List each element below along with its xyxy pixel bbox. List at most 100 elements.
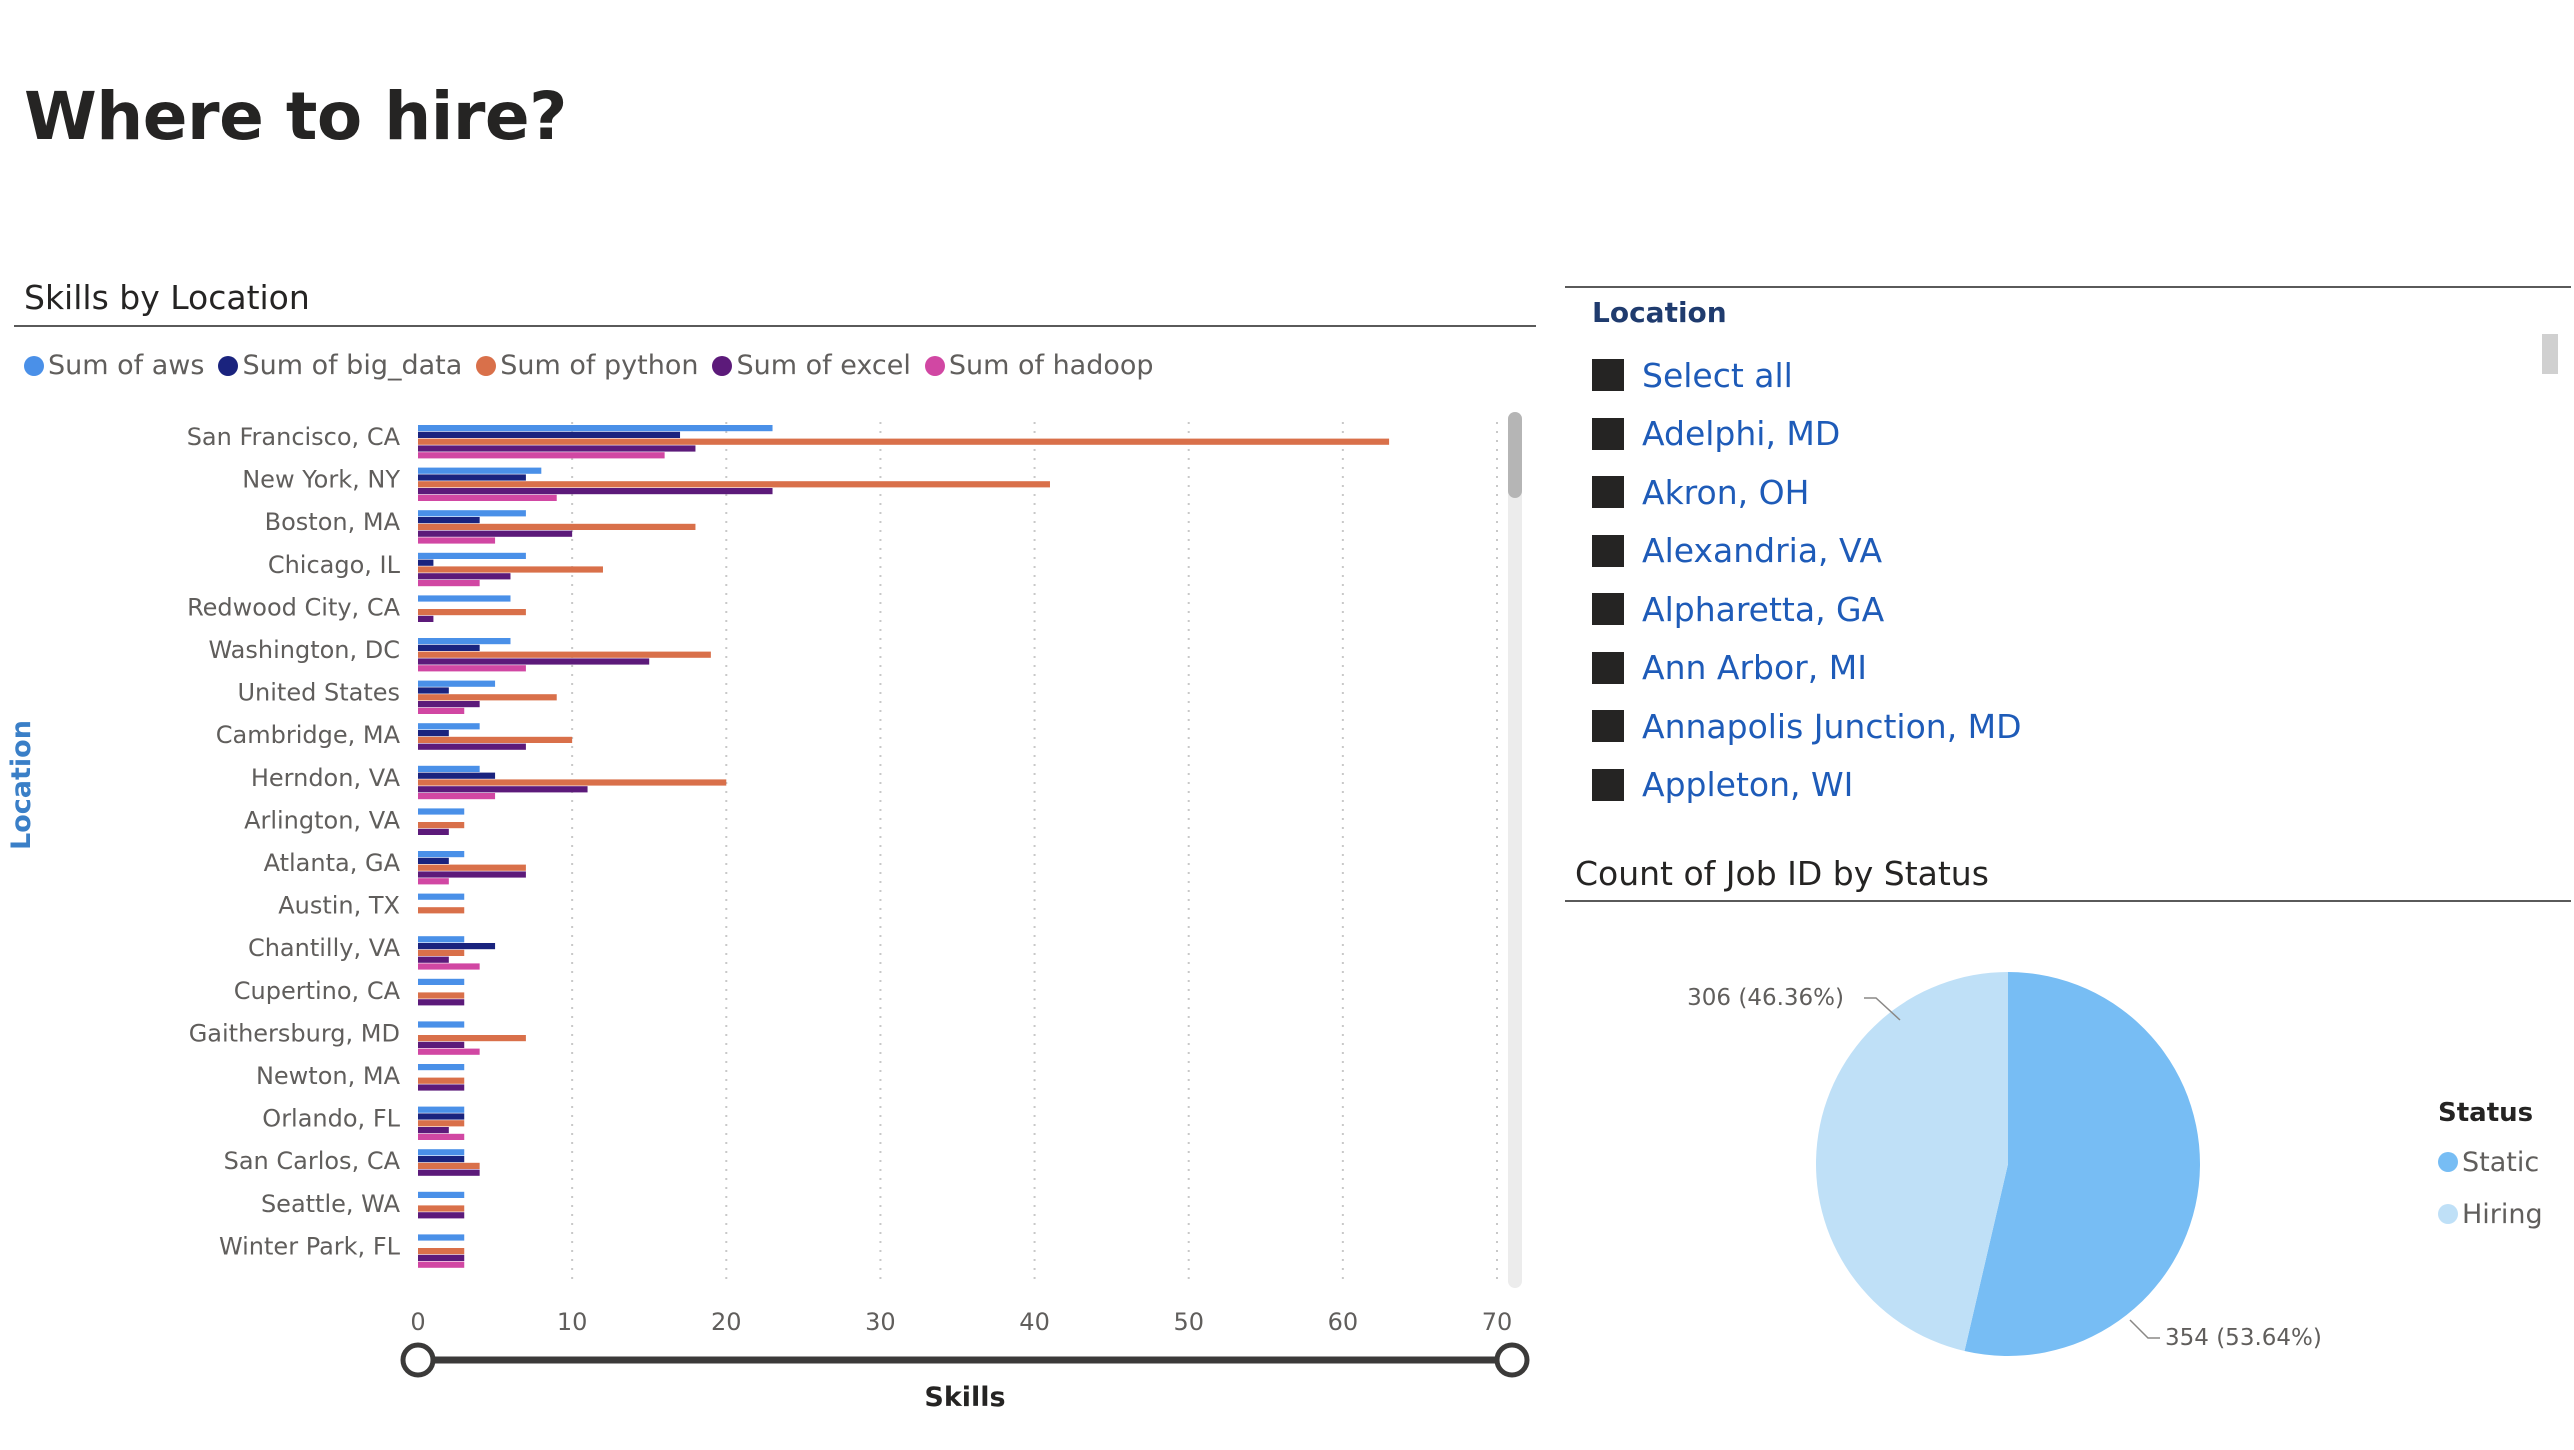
bar[interactable] xyxy=(418,1248,465,1255)
legend-item-0[interactable]: Sum of aws xyxy=(24,350,204,381)
bar[interactable] xyxy=(418,658,650,665)
legend-item-2[interactable]: Sum of python xyxy=(476,350,698,381)
bar[interactable] xyxy=(418,907,465,914)
checkbox[interactable] xyxy=(1592,768,1624,801)
slicer-item[interactable]: Akron, OH xyxy=(1592,463,2022,522)
bar[interactable] xyxy=(418,1041,465,1048)
bar[interactable] xyxy=(418,978,465,985)
bar[interactable] xyxy=(418,1205,465,1212)
bar[interactable] xyxy=(418,723,480,730)
bar[interactable] xyxy=(418,494,557,501)
bar[interactable] xyxy=(418,736,573,743)
bar[interactable] xyxy=(418,864,526,871)
bar[interactable] xyxy=(418,1254,465,1261)
checkbox[interactable] xyxy=(1592,417,1624,450)
bar[interactable] xyxy=(418,1084,465,1091)
bar-chart-scrollbar-thumb[interactable] xyxy=(1508,412,1522,498)
bar[interactable] xyxy=(418,438,1390,445)
bar[interactable] xyxy=(418,694,557,701)
bar[interactable] xyxy=(418,943,496,950)
legend-item-1[interactable]: Sum of big_data xyxy=(218,350,462,381)
bar[interactable] xyxy=(418,1261,465,1268)
pie-slice[interactable] xyxy=(1964,972,2200,1356)
bar[interactable] xyxy=(418,431,681,438)
slicer-item[interactable]: Ann Arbor, MI xyxy=(1592,639,2022,698)
bar[interactable] xyxy=(418,743,526,750)
bar[interactable] xyxy=(418,609,526,616)
bar[interactable] xyxy=(418,1191,465,1198)
bar[interactable] xyxy=(418,537,496,544)
bar[interactable] xyxy=(418,963,480,970)
checkbox[interactable] xyxy=(1592,359,1624,392)
bar[interactable] xyxy=(418,1077,465,1084)
bar[interactable] xyxy=(418,474,526,481)
bar[interactable] xyxy=(418,1133,465,1140)
bar[interactable] xyxy=(418,566,603,573)
checkbox[interactable] xyxy=(1592,534,1624,567)
slicer-item[interactable]: Alexandria, VA xyxy=(1592,522,2022,581)
range-slider-end-handle[interactable] xyxy=(1494,1342,1530,1378)
bar[interactable] xyxy=(418,488,773,495)
bar[interactable] xyxy=(418,467,542,474)
bar[interactable] xyxy=(418,772,496,779)
checkbox[interactable] xyxy=(1592,593,1624,626)
slicer-item[interactable]: Adelphi, MD xyxy=(1592,405,2022,464)
bar[interactable] xyxy=(418,1035,526,1042)
bar[interactable] xyxy=(418,651,711,658)
bar[interactable] xyxy=(418,828,449,835)
bar[interactable] xyxy=(418,1113,465,1120)
bar[interactable] xyxy=(418,580,480,587)
bar[interactable] xyxy=(418,680,496,687)
bar[interactable] xyxy=(418,1064,465,1071)
bar[interactable] xyxy=(418,523,696,530)
bar[interactable] xyxy=(418,878,449,885)
bar[interactable] xyxy=(418,1162,480,1169)
bar[interactable] xyxy=(418,956,449,963)
bar[interactable] xyxy=(418,808,465,815)
bar[interactable] xyxy=(418,779,727,786)
bar[interactable] xyxy=(418,595,511,602)
bar[interactable] xyxy=(418,517,480,524)
bar[interactable] xyxy=(418,992,465,999)
checkbox[interactable] xyxy=(1592,476,1624,509)
bar[interactable] xyxy=(418,1156,465,1163)
bar[interactable] xyxy=(418,1021,465,1028)
bar[interactable] xyxy=(418,510,526,517)
bar[interactable] xyxy=(418,1234,465,1241)
bar[interactable] xyxy=(418,1120,465,1127)
bar[interactable] xyxy=(418,999,465,1006)
pie-slice[interactable] xyxy=(1815,972,2008,1352)
bar[interactable] xyxy=(418,730,449,737)
bar[interactable] xyxy=(418,893,465,900)
bar[interactable] xyxy=(418,822,465,829)
bar[interactable] xyxy=(418,452,665,459)
bar[interactable] xyxy=(418,857,449,864)
bar[interactable] xyxy=(418,425,773,432)
bar[interactable] xyxy=(418,1127,449,1134)
range-slider-start-handle[interactable] xyxy=(400,1342,436,1378)
bar[interactable] xyxy=(418,573,511,580)
legend-item-4[interactable]: Sum of hadoop xyxy=(924,350,1154,381)
bar-chart-scrollbar-track[interactable] xyxy=(1508,412,1522,1288)
range-slider[interactable] xyxy=(400,1342,1530,1378)
bar[interactable] xyxy=(418,644,480,651)
bar[interactable] xyxy=(418,949,465,956)
bar[interactable] xyxy=(418,638,511,645)
bar[interactable] xyxy=(418,687,449,694)
slicer-item[interactable]: Appleton, WI xyxy=(1592,756,2022,815)
bar[interactable] xyxy=(418,445,696,452)
bar[interactable] xyxy=(418,1149,465,1156)
pie-legend-item[interactable]: Hiring xyxy=(2438,1188,2543,1240)
bar[interactable] xyxy=(418,615,434,622)
pie-legend-item[interactable]: Static xyxy=(2438,1136,2543,1188)
bar[interactable] xyxy=(418,871,526,878)
bar[interactable] xyxy=(418,936,465,943)
bar[interactable] xyxy=(418,851,465,858)
bar[interactable] xyxy=(418,786,588,793)
checkbox[interactable] xyxy=(1592,710,1624,743)
bar[interactable] xyxy=(418,1106,465,1113)
slicer-scrollbar-thumb[interactable] xyxy=(2542,334,2558,374)
bar[interactable] xyxy=(418,1169,480,1176)
bar[interactable] xyxy=(418,793,496,800)
slicer-item[interactable]: Annapolis Junction, MD xyxy=(1592,697,2022,756)
